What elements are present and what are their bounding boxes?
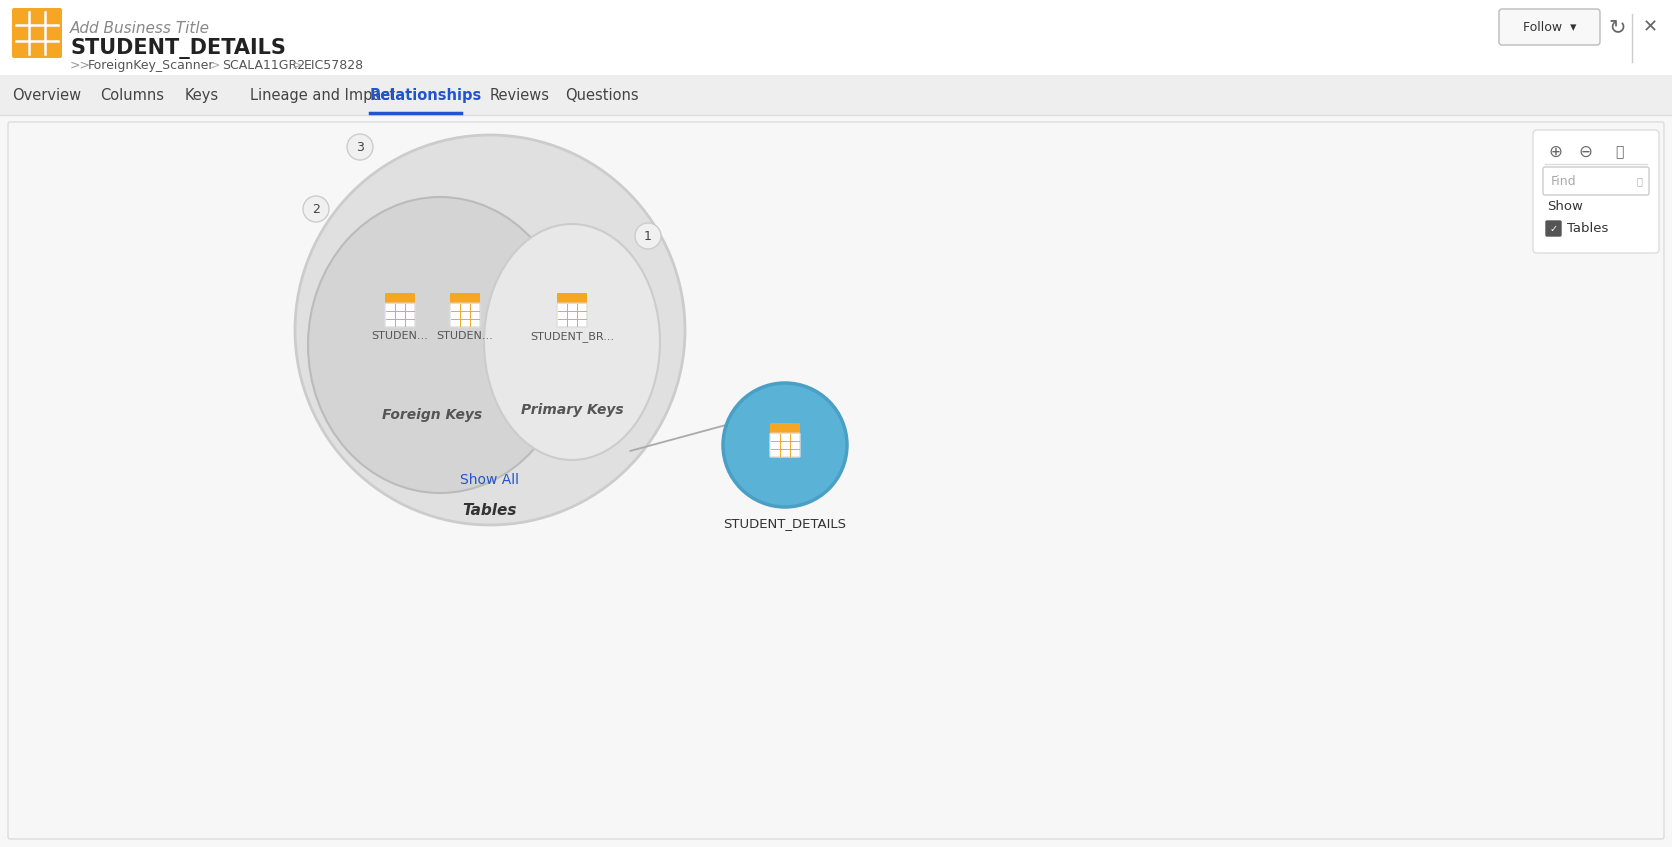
Text: STUDENT_DETAILS: STUDENT_DETAILS (70, 38, 286, 59)
FancyBboxPatch shape (12, 8, 62, 58)
FancyBboxPatch shape (385, 293, 415, 305)
Text: >>: >> (70, 58, 90, 71)
Ellipse shape (483, 224, 660, 460)
Ellipse shape (294, 135, 686, 525)
Text: Follow  ▾: Follow ▾ (1523, 20, 1577, 34)
Text: 2: 2 (313, 202, 319, 215)
Text: Reviews: Reviews (490, 87, 550, 102)
FancyBboxPatch shape (771, 433, 799, 457)
Ellipse shape (308, 197, 572, 493)
FancyBboxPatch shape (450, 293, 480, 305)
Text: 1: 1 (644, 230, 652, 242)
Circle shape (348, 134, 373, 160)
Text: STUDEN...: STUDEN... (371, 331, 428, 341)
FancyBboxPatch shape (1543, 167, 1649, 195)
Text: EIC57828: EIC57828 (304, 58, 364, 71)
Text: ✕: ✕ (1642, 18, 1657, 36)
Text: STUDENT_DETAILS: STUDENT_DETAILS (724, 517, 846, 530)
Circle shape (635, 223, 660, 249)
Text: ↻: ↻ (1608, 17, 1625, 37)
Text: Tables: Tables (463, 502, 517, 518)
Text: Relationships: Relationships (370, 87, 482, 102)
Text: 🔍: 🔍 (1637, 176, 1642, 186)
FancyBboxPatch shape (385, 303, 415, 327)
FancyBboxPatch shape (0, 75, 1672, 115)
Text: >: > (211, 58, 221, 71)
Text: ForeignKey_Scanner: ForeignKey_Scanner (89, 58, 214, 71)
FancyBboxPatch shape (1533, 130, 1659, 253)
Text: Overview: Overview (12, 87, 82, 102)
Circle shape (722, 383, 848, 507)
Circle shape (303, 196, 329, 222)
Text: Tables: Tables (1567, 222, 1608, 235)
Text: SCALA11GR2: SCALA11GR2 (222, 58, 304, 71)
Text: STUDEN...: STUDEN... (436, 331, 493, 341)
Text: Find: Find (1552, 174, 1577, 187)
FancyBboxPatch shape (557, 293, 587, 305)
FancyBboxPatch shape (771, 423, 799, 435)
Text: ⛶: ⛶ (1615, 145, 1624, 159)
Text: Primary Keys: Primary Keys (520, 403, 624, 417)
Text: Show: Show (1547, 200, 1583, 213)
Text: ✓: ✓ (1550, 224, 1558, 234)
Text: Show All: Show All (460, 473, 520, 487)
Text: Lineage and Impact: Lineage and Impact (251, 87, 395, 102)
Text: Questions: Questions (565, 87, 639, 102)
FancyBboxPatch shape (1500, 9, 1600, 45)
Text: Add Business Title: Add Business Title (70, 21, 211, 36)
FancyBboxPatch shape (1547, 221, 1562, 236)
FancyBboxPatch shape (557, 303, 587, 327)
FancyBboxPatch shape (0, 0, 1672, 75)
FancyBboxPatch shape (450, 303, 480, 327)
Text: Columns: Columns (100, 87, 164, 102)
Text: Foreign Keys: Foreign Keys (381, 408, 482, 422)
FancyBboxPatch shape (0, 116, 1672, 847)
Text: ⊖: ⊖ (1578, 143, 1592, 161)
Text: >: > (293, 58, 303, 71)
Text: ⊕: ⊕ (1548, 143, 1562, 161)
Text: STUDENT_BR...: STUDENT_BR... (530, 331, 614, 342)
Text: Keys: Keys (186, 87, 219, 102)
Text: 3: 3 (356, 141, 364, 153)
